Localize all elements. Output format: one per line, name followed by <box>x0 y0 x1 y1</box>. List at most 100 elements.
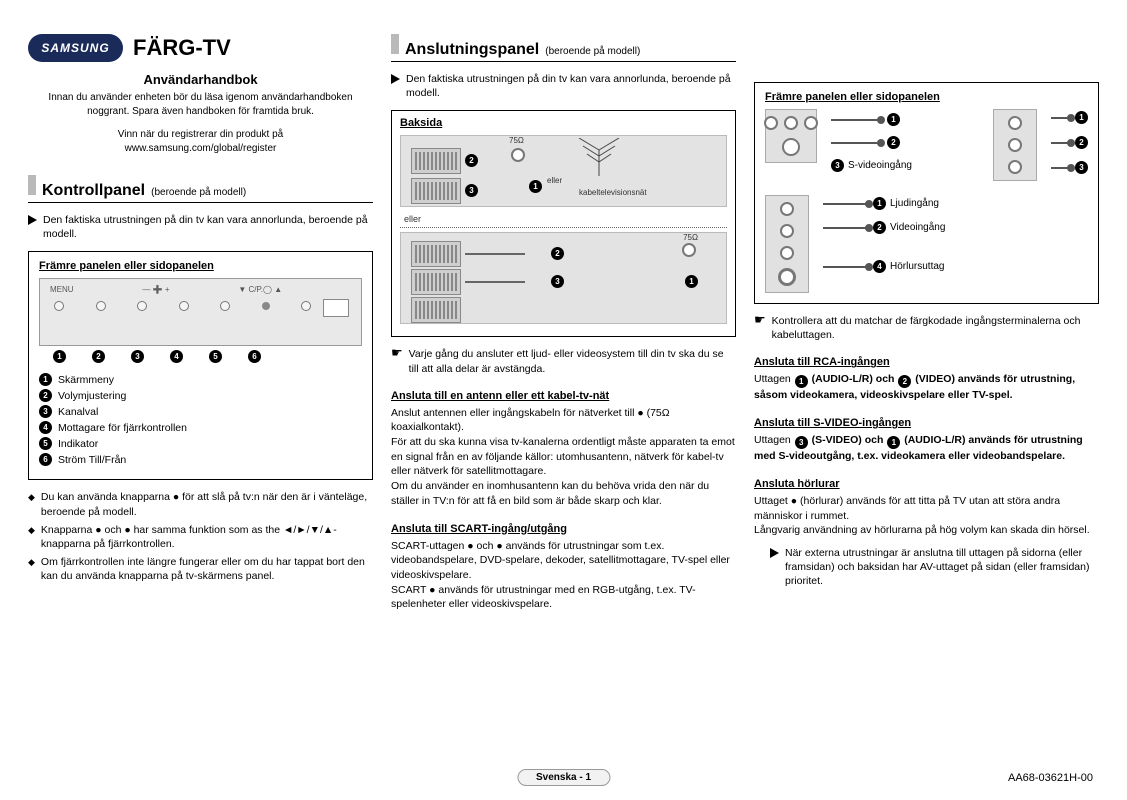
num-circle: 3 <box>551 275 564 288</box>
legend-row: 3 Kanalval <box>39 405 362 418</box>
section-tab <box>28 175 36 195</box>
cable <box>465 253 525 255</box>
para-scart: SCART-uttagen ● och ● används för utrust… <box>391 539 736 612</box>
scart-port <box>411 297 461 323</box>
legend-text: Indikator <box>58 438 98 450</box>
side-illus-lower: 1 Ljudingång 2 Videoingång 4Hörlursuttag <box>765 195 1088 293</box>
diamond-item: Du kan använda knapparna ● för att slå p… <box>28 490 373 518</box>
jack <box>1008 116 1022 130</box>
subtitle: Användarhandbok <box>28 72 373 87</box>
jack <box>780 202 794 216</box>
section-bar-anslut: Anslutningspanel (beroende på modell) <box>391 34 736 62</box>
ctrl-btn <box>220 301 230 311</box>
num-circle: 6 <box>39 453 52 466</box>
num-circle: 1 <box>53 350 66 363</box>
para-frag: Uttagen <box>754 373 794 385</box>
intro-text: Innan du använder enheten bör du läsa ig… <box>28 91 373 118</box>
num-circle: 1 <box>887 436 900 449</box>
num-circle: 3 <box>1075 161 1088 174</box>
coax-jack <box>682 243 696 257</box>
jack <box>780 246 794 260</box>
arrow-icon <box>391 74 400 84</box>
back-panel-box: Baksida 2 3 75Ω 1 eller <box>391 110 736 337</box>
scart-port <box>411 148 461 174</box>
label-or: eller <box>547 176 562 185</box>
num-circle: 3 <box>39 405 52 418</box>
subhead-antenna: Ansluta till en antenn eller ett kabel-t… <box>391 390 736 402</box>
num-circle: 2 <box>1075 136 1088 149</box>
side-label-text: S-videoingång <box>848 160 912 171</box>
num-circle: 4 <box>170 350 183 363</box>
main-title: FÄRG-TV <box>133 35 231 61</box>
back-illus-1: 2 3 75Ω 1 eller kabeltelevis <box>400 135 727 207</box>
cable <box>465 281 525 283</box>
wire <box>823 227 869 229</box>
subhead-hp: Ansluta hörlurar <box>754 478 1099 490</box>
register-text: Vinn när du registrerar din produkt på w… <box>28 128 373 155</box>
wire <box>831 119 881 121</box>
jack-group <box>993 109 1037 181</box>
diamond-item: Knapparna ● och ● har samma funktion som… <box>28 523 373 551</box>
side-label-text: Hörlursuttag <box>890 261 944 272</box>
num-circle: 6 <box>248 350 261 363</box>
hand-note-col2: Varje gång du ansluter ett ljud- eller v… <box>391 347 736 375</box>
control-legend: 1Skärmmeny 2Volymjustering 3Kanalval 4Mo… <box>39 373 362 466</box>
jack <box>1008 138 1022 152</box>
back-panel-title: Baksida <box>400 117 727 129</box>
arrow-note-kontroll: Den faktiska utrustningen på din tv kan … <box>28 213 373 241</box>
wire <box>1051 142 1071 144</box>
num-circle: 2 <box>887 136 900 149</box>
num-circle: 3 <box>831 159 844 172</box>
wire <box>831 142 881 144</box>
num-circle: 2 <box>873 221 886 234</box>
hand-note-text: Varje gång du ansluter ett ljud- eller v… <box>409 347 736 375</box>
ctrl-lbl-ch: ▼ C/P.◯ ▲ <box>238 285 282 294</box>
legend-text: Volymjustering <box>58 390 126 402</box>
samsung-logo: SAMSUNG <box>28 34 123 62</box>
para-frag: (S-VIDEO) och <box>809 434 887 446</box>
scart-port <box>411 241 461 267</box>
num-circle: 1 <box>887 113 900 126</box>
back-illus-2: 2 3 75Ω 1 <box>400 232 727 324</box>
para-hp: Uttaget ● (hörlurar) används för att tit… <box>754 494 1099 538</box>
diamond-item: Om fjärrkontrollen inte längre fungerar … <box>28 555 373 583</box>
num-circle: 1 <box>1075 111 1088 124</box>
jack <box>780 224 794 238</box>
para-rca: Uttagen 1 (AUDIO-L/R) och 2 (VIDEO) anvä… <box>754 372 1099 403</box>
scart-port <box>411 269 461 295</box>
control-num-row: 1 2 3 4 5 6 <box>39 350 362 363</box>
ctrl-btn <box>301 301 311 311</box>
ctrl-btn <box>96 301 106 311</box>
wire <box>823 203 869 205</box>
num-circle: 2 <box>551 247 564 260</box>
diamond-text: Om fjärrkontrollen inte längre fungerar … <box>41 555 373 583</box>
section-bar-kontroll: Kontrollpanel (beroende på modell) <box>28 175 373 203</box>
para-antenna: Anslut antennen eller ingångskabeln för … <box>391 406 736 509</box>
legend-text: Kanalval <box>58 406 98 418</box>
subhead-scart: Ansluta till SCART-ingång/utgång <box>391 523 736 535</box>
legend-text: Mottagare för fjärrkontrollen <box>58 422 187 434</box>
diamond-text: Knapparna ● och ● har samma funktion som… <box>41 523 373 551</box>
ctrl-led <box>262 302 270 310</box>
num-circle: 2 <box>465 154 478 167</box>
register-line1: Vinn när du registrerar din produkt på <box>118 129 283 140</box>
footer-page: Svenska - 1 <box>517 769 610 786</box>
side-label-text: Videoingång <box>890 222 945 233</box>
num-circle: 5 <box>209 350 222 363</box>
antenna-icon <box>569 138 629 178</box>
ctrl-btn <box>179 301 189 311</box>
jack <box>1008 160 1022 174</box>
side-label-text: Ljudingång <box>890 198 939 209</box>
control-strip-illus: MENU — ➕ + ▼ C/P.◯ ▲ <box>39 278 362 346</box>
wire <box>823 266 869 268</box>
num-circle: 2 <box>92 350 105 363</box>
ctrl-btn <box>137 301 147 311</box>
legend-row: 6Ström Till/Från <box>39 453 362 466</box>
arrow-icon <box>770 548 779 558</box>
num-circle: 1 <box>873 197 886 210</box>
footer-code: AA68-03621H-00 <box>1008 772 1093 784</box>
num-circle: 3 <box>795 436 808 449</box>
side-label-hp: 4Hörlursuttag <box>823 260 1088 273</box>
wire <box>1051 167 1071 169</box>
section-note-kontroll: (beroende på modell) <box>151 187 246 198</box>
